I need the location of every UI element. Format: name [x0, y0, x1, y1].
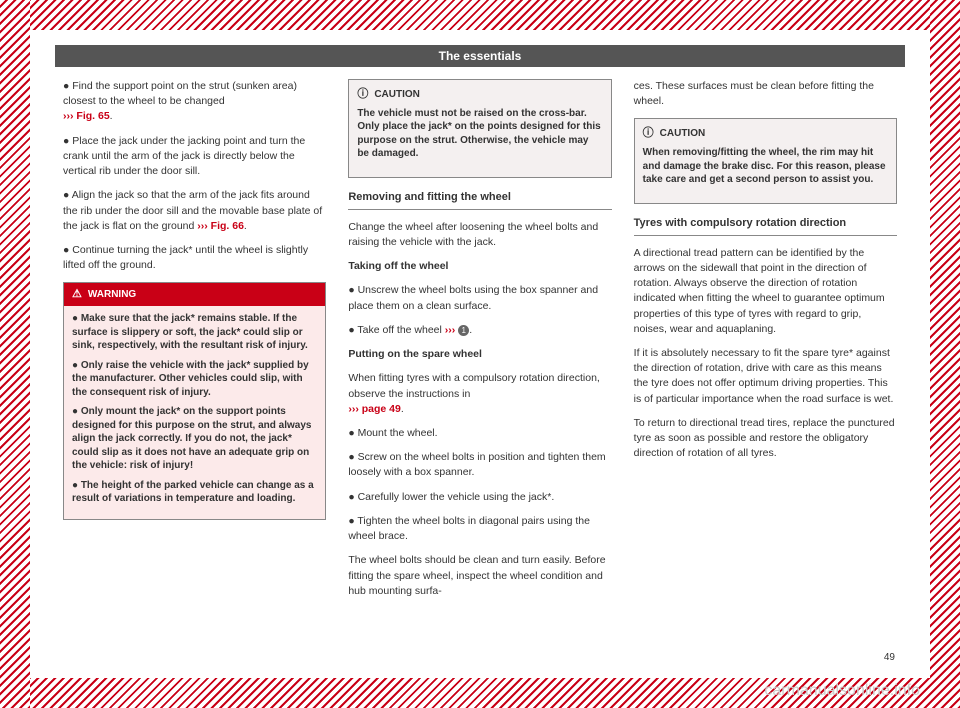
caution-header: CAUTION: [357, 87, 602, 102]
text: Find the support point on the strut (sun…: [63, 80, 297, 107]
bullet-para: ● Continue turning the jack* until the w…: [63, 243, 326, 273]
caution-text: When removing/fitting the wheel, the rim…: [643, 146, 888, 187]
para: ces. These surfaces must be clean before…: [634, 79, 897, 109]
bullet-para: ● Align the jack so that the arm of the …: [63, 188, 326, 234]
subheading: Taking off the wheel: [348, 259, 611, 274]
border-top: [0, 0, 960, 30]
page-number: 49: [884, 652, 895, 663]
subheading: Putting on the spare wheel: [348, 347, 611, 362]
para: When fitting tyres with a compulsory rot…: [348, 371, 611, 417]
section-heading: Removing and fitting the wheel: [348, 190, 611, 210]
border-right: [930, 0, 960, 708]
page-content: The essentials ● Find the support point …: [55, 45, 905, 663]
caution-header: CAUTION: [643, 126, 888, 141]
caution-icon: [643, 126, 656, 141]
warning-title: WARNING: [88, 288, 136, 302]
section-heading: Tyres with compulsory rotation direction: [634, 216, 897, 236]
watermark: carmanualsonline.info: [764, 682, 920, 700]
warning-box: WARNING ● Make sure that the jack* remai…: [63, 282, 326, 519]
header-bar: The essentials: [55, 45, 905, 67]
column-3: ces. These surfaces must be clean before…: [634, 79, 897, 608]
para: If it is absolutely necessary to fit the…: [634, 346, 897, 407]
text: .: [110, 110, 113, 122]
warning-bullet: ● The height of the parked vehicle can c…: [72, 479, 317, 506]
border-left: [0, 0, 30, 708]
bullet-para: ● Tighten the wheel bolts in diagonal pa…: [348, 514, 611, 544]
warning-bullet: ● Only mount the jack* on the support po…: [72, 405, 317, 473]
link: ›››: [445, 324, 456, 336]
caution-title: CAUTION: [660, 127, 706, 141]
bullet-para: ● Take off the wheel ››› 1.: [348, 323, 611, 338]
caution-box: CAUTION When removing/fitting the wheel,…: [634, 118, 897, 203]
fig-link: ››› Fig. 65: [63, 110, 110, 122]
para: To return to directional tread tires, re…: [634, 416, 897, 462]
para: A directional tread pattern can be ident…: [634, 246, 897, 337]
caution-box: CAUTION The vehicle must not be raised o…: [348, 79, 611, 178]
para: Change the wheel after loosening the whe…: [348, 220, 611, 250]
warning-bullet: ● Make sure that the jack* remains stabl…: [72, 312, 317, 353]
text: .: [244, 220, 247, 232]
bullet-para: ● Place the jack under the jacking point…: [63, 134, 326, 180]
caution-text: The vehicle must not be raised on the cr…: [357, 107, 602, 161]
bullet-para: ● Find the support point on the strut (s…: [63, 79, 326, 125]
step-number-icon: 1: [458, 325, 469, 336]
text: Continue turning the jack* until the whe…: [63, 244, 308, 271]
page-link: ››› page 49: [348, 403, 401, 415]
bullet-para: ● Screw on the wheel bolts in position a…: [348, 450, 611, 480]
warning-icon: [72, 287, 84, 302]
bullet-para: ● Unscrew the wheel bolts using the box …: [348, 283, 611, 313]
column-1: ● Find the support point on the strut (s…: [63, 79, 326, 608]
text: Align the jack so that the arm of the ja…: [63, 189, 322, 231]
warning-bullet: ● Only raise the vehicle with the jack* …: [72, 359, 317, 400]
caution-icon: [357, 87, 370, 102]
columns-container: ● Find the support point on the strut (s…: [55, 79, 905, 608]
bullet-para: ● Mount the wheel.: [348, 426, 611, 441]
text: Place the jack under the jacking point a…: [63, 135, 305, 177]
caution-title: CAUTION: [374, 88, 420, 102]
warning-header: WARNING: [64, 283, 325, 306]
bullet-para: ● Carefully lower the vehicle using the …: [348, 490, 611, 505]
column-2: CAUTION The vehicle must not be raised o…: [348, 79, 611, 608]
fig-link: ››› Fig. 66: [197, 220, 244, 232]
para: The wheel bolts should be clean and turn…: [348, 553, 611, 599]
